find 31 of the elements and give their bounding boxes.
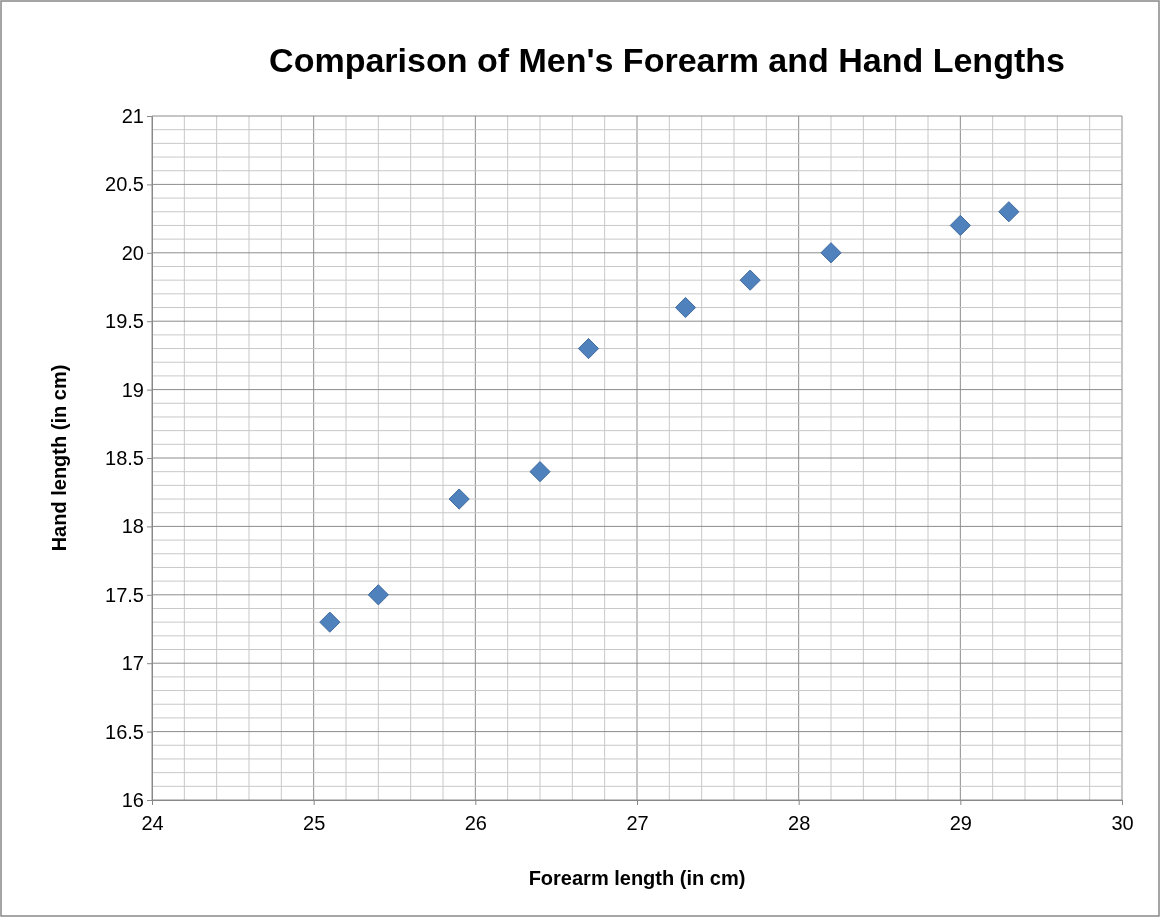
point	[820, 242, 842, 264]
point	[367, 584, 389, 606]
chart-title: Comparison of Men's Forearm and Hand Lengths	[269, 41, 1065, 79]
x-tick-label: 28	[788, 812, 811, 834]
point	[739, 269, 761, 291]
y-tick-label: 16	[121, 788, 144, 811]
x-tick-label: 30	[1111, 812, 1134, 834]
x-tick-label: 25	[303, 812, 326, 834]
y-tick-label: 17	[121, 652, 144, 675]
point	[577, 337, 600, 360]
y-tick-label: 19	[121, 378, 144, 401]
y-tick-label: 18.5	[105, 446, 144, 469]
x-tick-label: 29	[949, 812, 972, 834]
point	[319, 611, 341, 633]
x-tick-label: 24	[141, 812, 164, 834]
point	[529, 461, 551, 483]
y-tick-label: 19.5	[105, 310, 144, 333]
point	[998, 201, 1020, 223]
y-axis-title: Hand length (in cm)	[48, 364, 70, 552]
point	[674, 296, 697, 319]
y-tick-label: 17.5	[105, 583, 144, 606]
point	[448, 488, 470, 510]
y-tick-label: 18	[121, 515, 144, 538]
x-tick-label: 27	[626, 812, 649, 834]
x-tick-label: 26	[464, 812, 487, 834]
point	[949, 214, 971, 237]
y-tick-label: 20.5	[105, 173, 144, 196]
y-tick-label: 20	[121, 241, 144, 264]
y-tick-label: 21	[121, 104, 144, 127]
y-tick-label: 16.5	[105, 720, 144, 743]
x-axis-title: Forearm length (in cm)	[528, 867, 746, 889]
